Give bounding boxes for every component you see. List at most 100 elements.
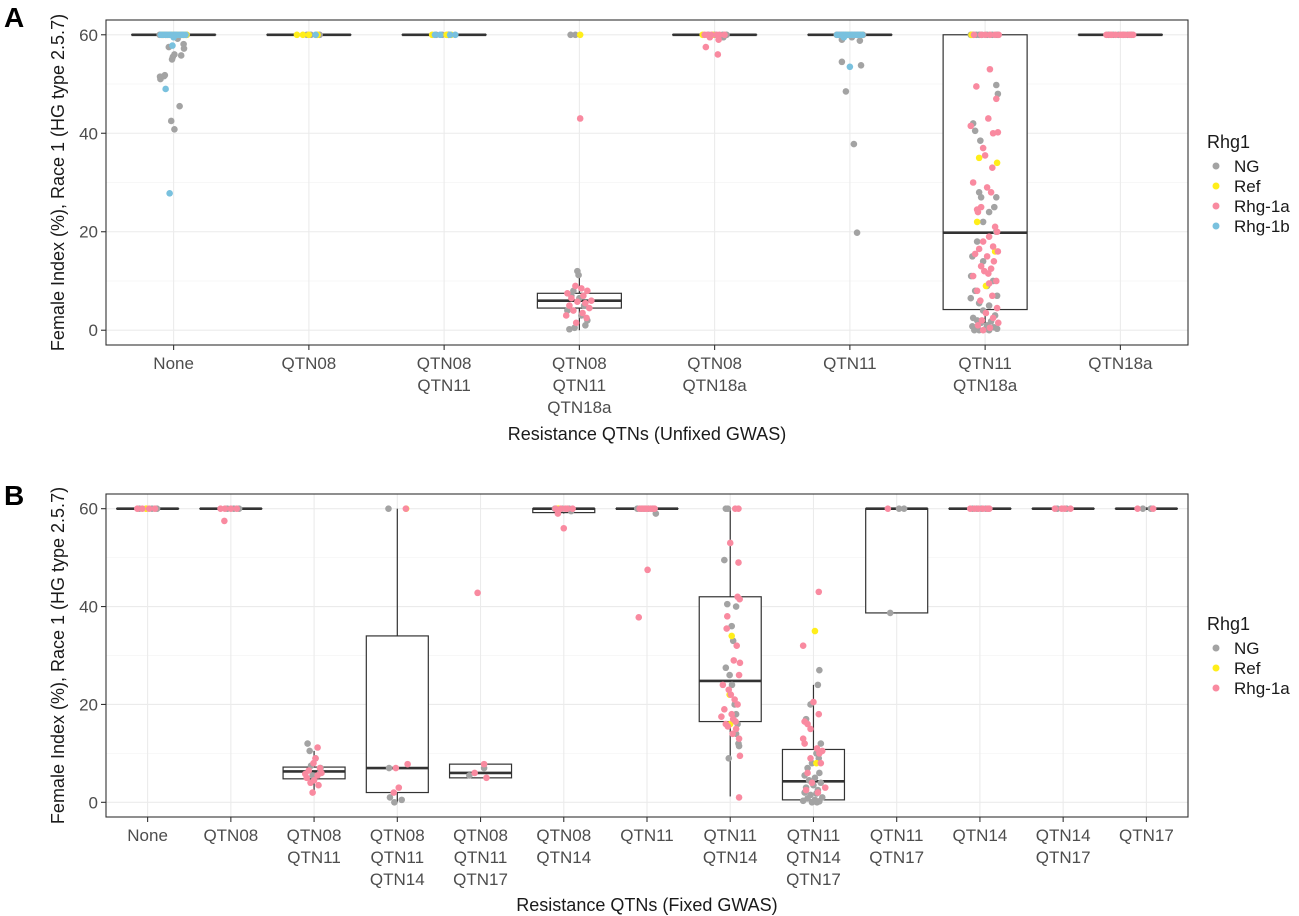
- x-tick-label-line: QTN18a: [1088, 354, 1153, 373]
- x-tick-label-line: QTN08: [536, 826, 591, 845]
- box-iqr: [448, 763, 513, 779]
- data-point-ref: [728, 632, 736, 640]
- data-point-rhg-1b: [846, 63, 854, 71]
- data-point-rhg-1b: [182, 31, 189, 39]
- data-point-rhg-1a: [724, 723, 732, 730]
- panel-b-x-tick-label: QTN08: [203, 826, 258, 845]
- legend-label-ref: Ref: [1234, 659, 1261, 678]
- data-point-rhg-1a: [580, 292, 587, 300]
- x-tick-label-line: QTN18a: [547, 398, 612, 417]
- data-point-rhg-1a: [804, 769, 811, 777]
- data-point-rhg-1a: [983, 253, 991, 260]
- data-point-rhg-1b: [436, 31, 444, 39]
- panel-b-x-tick-label: QTN14 QTN17: [1036, 826, 1091, 867]
- data-point-rhg-1a: [552, 505, 559, 512]
- legend-key-ref: [1212, 182, 1220, 190]
- x-tick-label-line: QTN17: [453, 870, 508, 889]
- data-point-rhg-1a: [799, 642, 807, 650]
- x-tick-label-line: QTN11: [417, 376, 471, 395]
- data-point-ng: [979, 218, 987, 226]
- data-point-ng: [386, 794, 394, 801]
- data-point-rhg-1a: [554, 510, 562, 517]
- x-tick-label-line: QTN14: [953, 826, 1008, 845]
- legend-label-rhg-1a: Rhg-1a: [1234, 197, 1290, 216]
- data-point-ng: [1139, 505, 1147, 512]
- data-point-rhg-1a: [994, 248, 1002, 255]
- data-point-rhg-1a: [233, 505, 241, 512]
- x-tick-label-line: QTN17: [1036, 848, 1091, 867]
- data-point-rhg-1a: [989, 292, 996, 300]
- x-tick-label-line: QTN14: [786, 848, 841, 867]
- data-point-ng: [814, 681, 822, 689]
- data-point-rhg-1a: [993, 304, 1001, 312]
- data-point-rhg-1a: [1112, 31, 1119, 39]
- panel-a-y-tick-label: 0: [89, 321, 98, 340]
- data-point-rhg-1a: [644, 566, 651, 574]
- data-point-ng: [985, 302, 993, 309]
- data-point-rhg-1a: [727, 691, 735, 698]
- data-point-rhg-1a: [564, 289, 571, 297]
- data-point-ng: [171, 51, 178, 58]
- data-point-ng: [804, 764, 811, 772]
- data-point-rhg-1a: [733, 642, 741, 650]
- data-point-rhg-1a: [971, 250, 979, 258]
- data-point-rhg-1a: [985, 115, 992, 122]
- x-tick-label-line: QTN14: [703, 848, 758, 867]
- data-point-rhg-1a: [582, 299, 589, 307]
- box-iqr: [865, 508, 929, 614]
- data-point-rhg-1a: [986, 505, 993, 512]
- data-point-rhg-1a: [579, 309, 586, 317]
- data-point-ng: [726, 671, 733, 679]
- panel-b-y-axis-title: Female Index (%), Race 1 (HG type 2.5.7): [48, 487, 68, 824]
- data-point-rhg-1b: [431, 31, 439, 39]
- data-point-rhg-1a: [578, 285, 585, 292]
- data-point-rhg-1a: [801, 740, 808, 747]
- x-tick-label-line: QTN08: [687, 354, 742, 373]
- data-point-rhg-1a: [817, 759, 825, 767]
- legend-label-ng: NG: [1234, 157, 1260, 176]
- data-point-ng: [572, 31, 579, 39]
- data-point-rhg-1a: [402, 505, 410, 512]
- data-point-ng: [391, 799, 398, 806]
- data-point-rhg-1a: [729, 730, 736, 738]
- panel-a-x-tick-label: QTN08 QTN11: [417, 354, 472, 395]
- data-point-ref: [975, 154, 983, 162]
- data-point-rhg-1a: [736, 659, 744, 667]
- data-point-ref: [993, 159, 1001, 167]
- legend-label-ref: Ref: [1234, 177, 1261, 196]
- panel-b-points: [134, 505, 1157, 806]
- data-point-rhg-1b: [312, 31, 319, 39]
- panel-a-x-tick-label: QTN08 QTN18a: [683, 354, 748, 395]
- data-point-ng: [567, 31, 574, 39]
- data-point-rhg-1a: [731, 696, 738, 703]
- data-point-ref: [305, 31, 313, 39]
- data-point-rhg-1a: [480, 760, 488, 768]
- data-point-rhg-1a: [736, 595, 743, 603]
- panel-a-points: [156, 31, 1137, 334]
- x-tick-label-line: QTN08: [417, 354, 472, 373]
- data-point-rhg-1a: [992, 95, 1000, 103]
- panel-a-x-axis-title: Resistance QTNs (Unfixed GWAS): [508, 424, 786, 444]
- data-point-ng: [853, 229, 861, 237]
- data-point-rhg-1a: [979, 238, 987, 245]
- data-point-rhg-1b: [451, 31, 459, 39]
- data-point-rhg-1a: [735, 671, 743, 679]
- data-point-rhg-1a: [566, 302, 573, 309]
- panel-a-x-tick-label: None: [153, 354, 194, 373]
- data-point-rhg-1a: [989, 164, 996, 172]
- data-point-ng: [992, 193, 1000, 201]
- data-point-rhg-1a: [979, 326, 987, 334]
- data-point-rhg-1a: [474, 589, 481, 597]
- data-point-ng: [385, 505, 392, 512]
- data-point-rhg-1a: [973, 83, 980, 90]
- x-tick-label-line: QTN11: [454, 848, 508, 867]
- data-point-ng: [735, 742, 743, 750]
- data-point-rhg-1a: [982, 309, 990, 317]
- data-point-ng: [725, 754, 733, 762]
- data-point-rhg-1a: [813, 745, 821, 752]
- data-point-rhg-1a: [985, 280, 993, 287]
- data-point-rhg-1a: [735, 794, 743, 801]
- data-point-rhg-1a: [392, 764, 400, 772]
